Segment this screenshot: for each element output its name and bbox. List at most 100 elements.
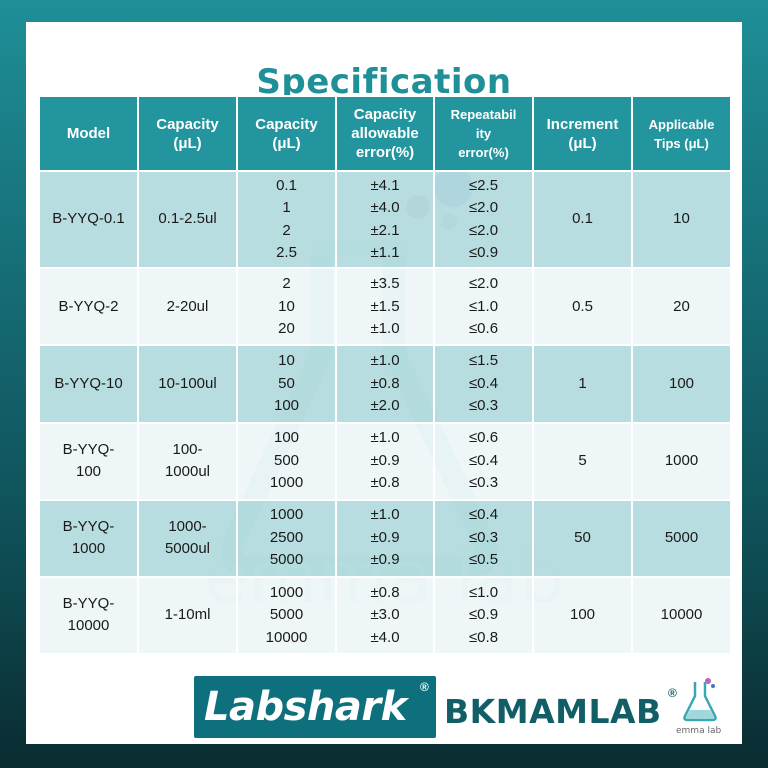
capacity-value: 10000 [265, 628, 308, 646]
repeat-value: ≤0.9 [468, 606, 499, 624]
allowable-value: ±0.8 [370, 474, 400, 492]
capacity-value: 1000 [269, 474, 304, 492]
capacity-value: 1000 [269, 506, 304, 524]
table-row: B-YYQ- 10000 1-10ml 1000 5000 10000 ±0.8 ±3.0 ±4… [38, 575, 732, 656]
range-cell: 10-100ul [137, 344, 238, 424]
capacity-cell: 1000 5000 10000 [236, 575, 337, 656]
allowable-value: ±3.5 [370, 275, 400, 293]
capacity-cell: 2 10 20 [236, 267, 337, 347]
repeat-value: ≤0.9 [468, 244, 499, 262]
repeat-value: ≤2.0 [468, 199, 499, 217]
allowable-value: ±0.9 [370, 551, 400, 569]
capacity-value: 100 [273, 397, 300, 415]
allowable-value: ±3.0 [370, 606, 400, 624]
increment-cell: 0.5 [532, 267, 633, 347]
allowable-error-cell: ±1.0 ±0.9 ±0.8 [335, 421, 435, 501]
repeat-value: ≤1.5 [468, 352, 499, 370]
allowable-value: ±1.1 [370, 244, 400, 262]
allowable-value: ±2.1 [370, 221, 400, 239]
bkmamlab-registered: ® [668, 686, 677, 700]
allowable-value: ±0.9 [370, 451, 400, 469]
increment-cell: 100 [532, 575, 633, 656]
capacity-value: 10 [278, 352, 295, 370]
capacity-cell: 10 50 100 [236, 344, 337, 424]
tips-cell: 10000 [631, 575, 732, 656]
range-cell: 2-20ul [137, 267, 238, 347]
table-row: B-YYQ-2 2-20ul 2 10 20 ±3.5 ±1.5 ±1.0 ≤2.0 ≤1.0 ≤0… [38, 267, 732, 347]
repeat-value: ≤0.4 [468, 374, 499, 392]
repeat-value: ≤1.0 [468, 583, 499, 601]
model-cell: B-YYQ- 10000 [38, 575, 139, 656]
range-cell: 100- 1000ul [137, 421, 238, 501]
repeat-value: ≤0.3 [468, 528, 499, 546]
capacity-value: 2 [282, 221, 291, 239]
range-cell: 1000- 5000ul [137, 498, 238, 578]
repeat-value: ≤1.0 [468, 297, 499, 315]
capacity-cell: 100 500 1000 [236, 421, 337, 501]
model-cell: B-YYQ-2 [38, 267, 139, 347]
allowable-error-cell: ±1.0 ±0.8 ±2.0 [335, 344, 435, 424]
capacity-value: 20 [278, 320, 295, 338]
capacity-value: 10 [278, 297, 295, 315]
repeatability-cell: ≤2.0 ≤1.0 ≤0.6 [433, 267, 534, 347]
capacity-value: 0.1 [276, 176, 297, 194]
allowable-error-cell: ±1.0 ±0.9 ±0.9 [335, 498, 435, 578]
repeatability-cell: ≤1.5 ≤0.4 ≤0.3 [433, 344, 534, 424]
increment-cell: 5 [532, 421, 633, 501]
allowable-value: ±2.0 [370, 397, 400, 415]
header-capacity: Capacity (μL) [236, 95, 337, 172]
allowable-value: ±1.0 [370, 506, 400, 524]
model-cell: B-YYQ- 100 [38, 421, 139, 501]
table-row: B-YYQ-10 10-100ul 10 50 100 ±1.0 ±0.8 ±2.0 ≤1.5 ≤… [38, 344, 732, 424]
capacity-value: 100 [273, 429, 300, 447]
capacity-value: 50 [278, 374, 295, 392]
header-increment: Increment (μL) [532, 95, 633, 172]
allowable-value: ±4.0 [370, 199, 400, 217]
repeatability-cell: ≤0.4 ≤0.3 ≤0.5 [433, 498, 534, 578]
range-cell: 1-10ml [137, 575, 238, 656]
header-tips: Applicable Tips (μL) [631, 95, 732, 172]
repeat-value: ≤0.3 [468, 474, 499, 492]
allowable-value: ±4.0 [370, 628, 400, 646]
repeat-value: ≤0.3 [468, 397, 499, 415]
labshark-logo: Labshark ® [194, 676, 436, 738]
capacity-cell: 0.1 1 2 2.5 [236, 169, 337, 270]
header-allowable-error: Capacity allowable error(%) [335, 95, 435, 172]
capacity-value: 2.5 [276, 244, 297, 262]
repeat-value: ≤0.6 [468, 320, 499, 338]
tips-cell: 1000 [631, 421, 732, 501]
allowable-value: ±0.9 [370, 528, 400, 546]
repeat-value: ≤2.0 [468, 221, 499, 239]
repeat-value: ≤2.5 [468, 176, 499, 194]
header-repeatability-error: Repeatabil ity error(%) [433, 95, 534, 172]
table-row: B-YYQ- 100 100- 1000ul 100 500 1000 ±1.0 ±0.9 ±0.… [38, 421, 732, 501]
repeatability-cell: ≤1.0 ≤0.9 ≤0.8 [433, 575, 534, 656]
tips-cell: 20 [631, 267, 732, 347]
table-row: B-YYQ- 1000 1000- 5000ul 1000 2500 5000 ±1.0 ±0.… [38, 498, 732, 578]
model-cell: B-YYQ- 1000 [38, 498, 139, 578]
repeat-value: ≤0.4 [468, 506, 499, 524]
capacity-value: 5000 [269, 606, 304, 624]
model-cell: B-YYQ-10 [38, 344, 139, 424]
repeat-value: ≤0.8 [468, 628, 499, 646]
specification-table: Model Capacity (μL) Capacity (μL) Capacity… [38, 95, 732, 656]
model-cell: B-YYQ-0.1 [38, 169, 139, 270]
emma-lab-flask-icon [683, 678, 717, 722]
header-capacity-range: Capacity (μL) [137, 95, 238, 172]
repeat-value: ≤0.5 [468, 551, 499, 569]
repeat-value: ≤2.0 [468, 275, 499, 293]
allowable-value: ±1.0 [370, 352, 400, 370]
table-row: B-YYQ-0.1 0.1-2.5ul 0.1 1 2 2.5 ±4.1 ±4.0 ±2.1 ±1… [38, 169, 732, 270]
allowable-error-cell: ±0.8 ±3.0 ±4.0 [335, 575, 435, 656]
allowable-value: ±0.8 [370, 583, 400, 601]
tips-cell: 10 [631, 169, 732, 270]
spec-card: Specification emma lab Model Capacity(μL… [26, 22, 742, 744]
allowable-value: ±1.5 [370, 297, 400, 315]
increment-cell: 1 [532, 344, 633, 424]
table-header-row: Model Capacity (μL) Capacity (μL) Capacity… [38, 95, 732, 172]
increment-cell: 50 [532, 498, 633, 578]
repeatability-cell: ≤2.5 ≤2.0 ≤2.0 ≤0.9 [433, 169, 534, 270]
repeat-value: ≤0.6 [468, 429, 499, 447]
tips-cell: 100 [631, 344, 732, 424]
capacity-value: 2 [282, 275, 291, 293]
